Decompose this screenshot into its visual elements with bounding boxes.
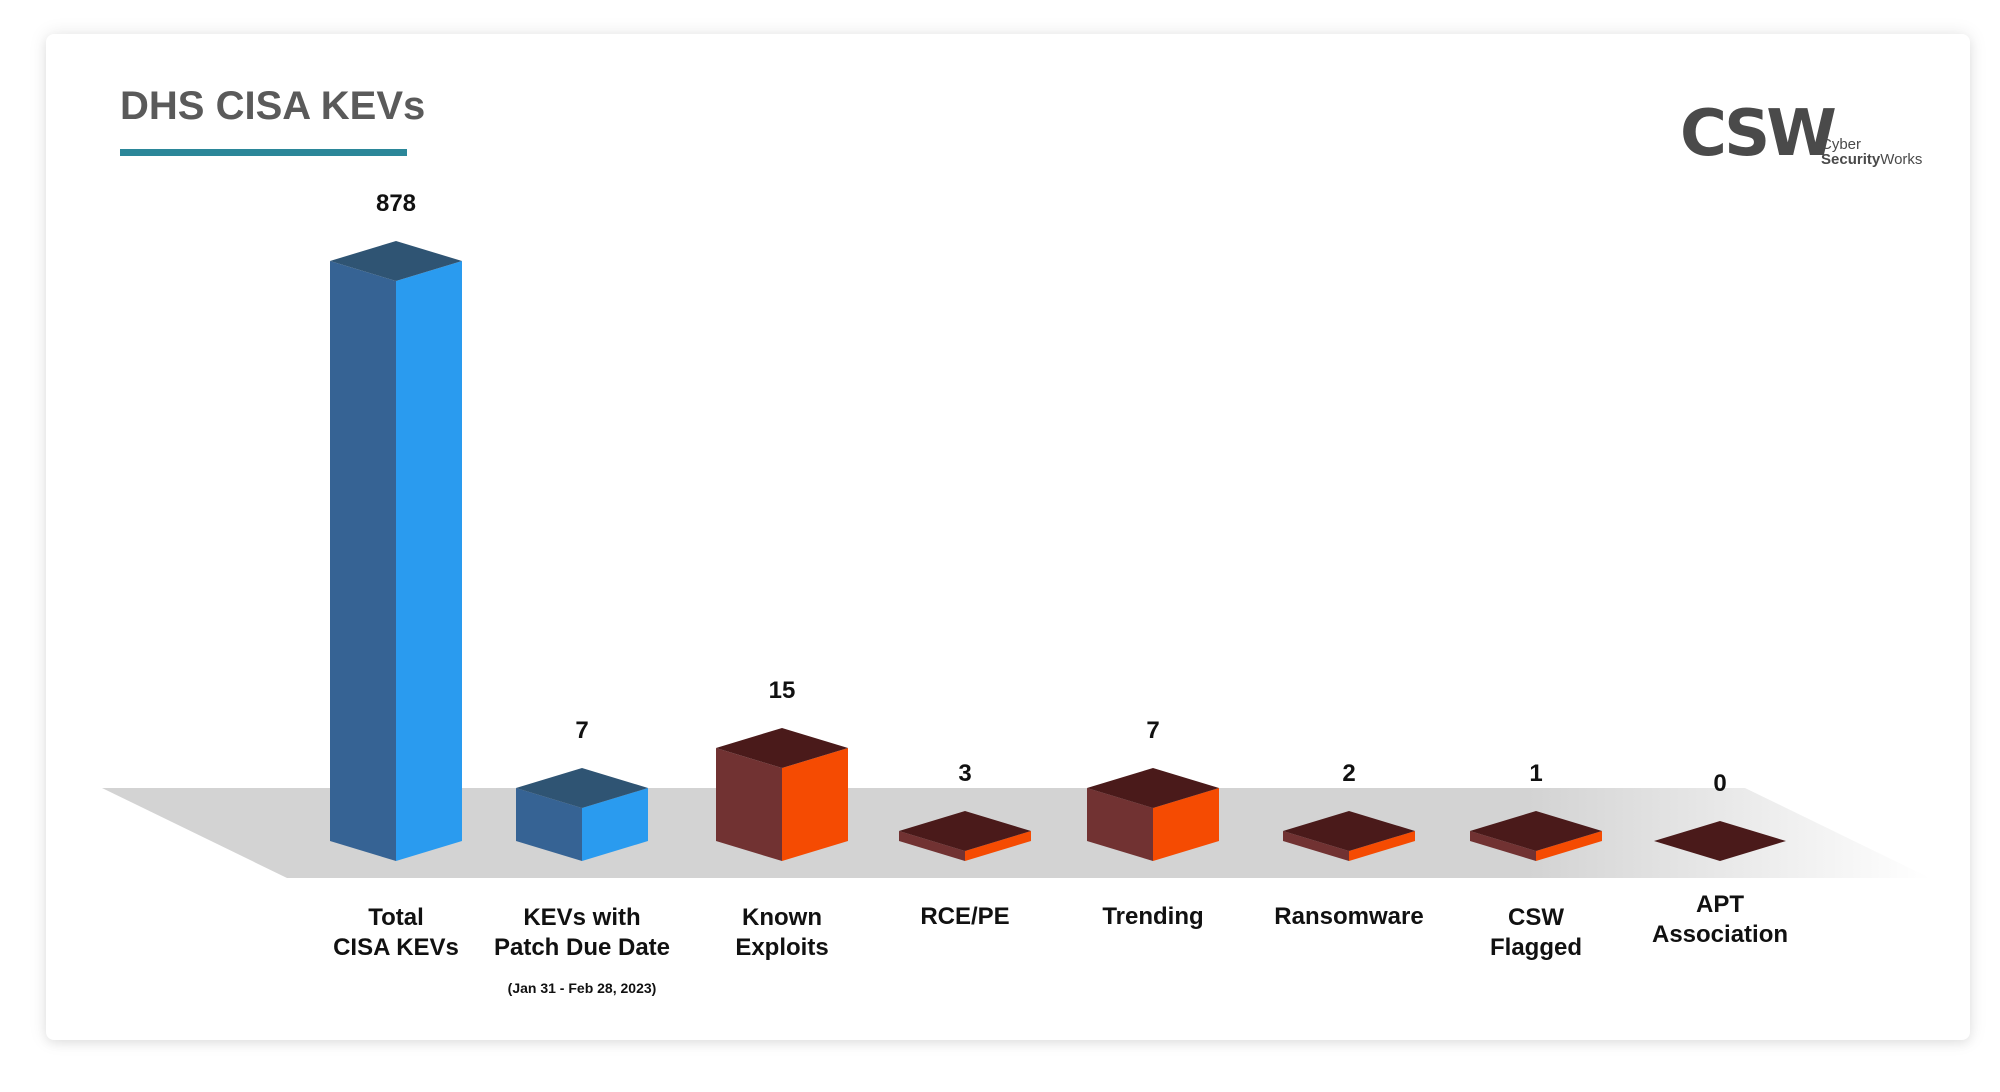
category-label-4-line-0: Trending: [1102, 903, 1203, 930]
bar-5-top-face: [1283, 811, 1415, 851]
bar-5-value-label: 2: [1342, 760, 1355, 787]
bar-2-left-face: [716, 748, 782, 861]
bar-2-right-face: [782, 748, 848, 861]
bar-4-top-face: [1087, 768, 1219, 808]
bar-0-top-face: [330, 241, 462, 281]
category-label-5-line-0: Ransomware: [1274, 903, 1423, 930]
logo-line1: Cyber: [1821, 136, 1862, 153]
logo-line2-bold: Security: [1821, 151, 1881, 168]
category-label-0-line-1: CISA KEVs: [333, 934, 459, 961]
bar-1-top-face: [516, 768, 648, 808]
category-label-2-line-0: Known: [742, 904, 822, 931]
bar-5-right-face: [1349, 831, 1415, 861]
bar-4-left-face: [1087, 788, 1153, 861]
bar-0-value-label: 878: [376, 190, 416, 217]
category-label-6-line-0: CSW: [1508, 904, 1564, 931]
bar-1-left-face: [516, 788, 582, 861]
bar-2-value-label: 15: [769, 677, 796, 704]
category-label-1-line-0: KEVs with: [523, 904, 640, 931]
bar-4-value-label: 7: [1146, 717, 1159, 744]
csw-logo-mark: CSW: [1680, 97, 1837, 171]
bar-3-left-face: [899, 831, 965, 861]
bar-7-value-label: 0: [1713, 770, 1726, 797]
category-label-2-line-1: Exploits: [735, 934, 828, 961]
bar-3-right-face: [965, 831, 1031, 861]
bar-0-left-face: [330, 261, 396, 861]
category-label-7-line-1: Association: [1652, 921, 1788, 948]
bar-6-top-face: [1470, 811, 1602, 851]
logo-line2-rest: Works: [1880, 151, 1923, 168]
category-note-1: (Jan 31 - Feb 28, 2023): [508, 980, 657, 996]
bar-6-right-face: [1536, 831, 1602, 861]
csw-logo-wordmark: Cyber SecurityWorks: [1821, 137, 1922, 167]
bar-1-right-face: [582, 788, 648, 861]
bar-4-right-face: [1153, 788, 1219, 861]
category-label-3-line-0: RCE/PE: [920, 903, 1009, 930]
bar-5-left-face: [1283, 831, 1349, 861]
bar-3-value-label: 3: [958, 760, 971, 787]
category-label-1-line-1: Patch Due Date: [494, 934, 670, 961]
category-label-7-line-0: APT: [1696, 891, 1744, 918]
chart-title: DHS CISA KEVs: [120, 84, 426, 128]
bar-2-top-face: [716, 728, 848, 768]
bar-7-top-face: [1654, 821, 1786, 861]
title-underline: [120, 149, 407, 156]
bar-3-top-face: [899, 811, 1031, 851]
category-label-6-line-1: Flagged: [1490, 934, 1582, 961]
csw-logo: CSW Cyber SecurityWorks: [1680, 102, 1922, 170]
bar-6-value-label: 1: [1529, 760, 1542, 787]
bar-6-left-face: [1470, 831, 1536, 861]
category-label-0-line-0: Total: [368, 904, 424, 931]
bar-0-right-face: [396, 261, 462, 861]
bar-1-value-label: 7: [575, 717, 588, 744]
